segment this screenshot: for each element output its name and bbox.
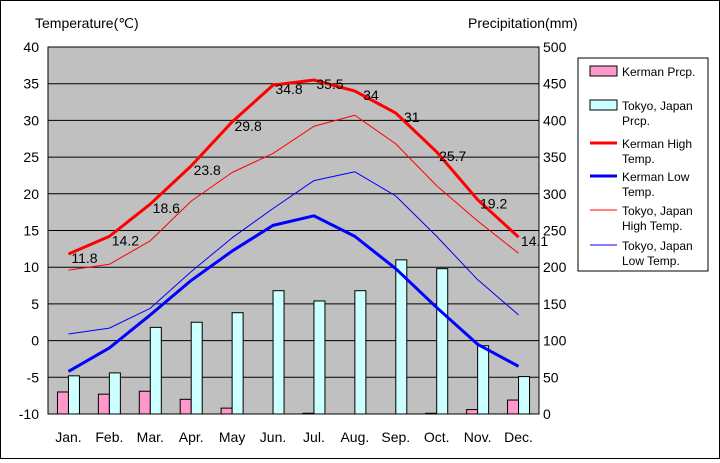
data-label: 25.7 — [439, 148, 466, 164]
bar-kerman-prcp — [507, 399, 520, 415]
left-tick-label: -5 — [27, 369, 40, 385]
legend-label: Tokyo, Japan Low Temp. — [622, 239, 693, 268]
data-label: 23.8 — [194, 162, 221, 178]
legend-label: Kerman High Temp. — [622, 137, 692, 166]
legend-label: Kerman Prcp. — [622, 65, 695, 79]
legend-swatch — [589, 99, 618, 111]
right-axis-title: Precipitation(mm) — [468, 15, 578, 31]
left-axis: 40 35 30 25 20 15 10 5 0 -5 -10 — [19, 39, 39, 422]
line-tokyo-low — [68, 171, 519, 335]
right-tick-label: 250 — [543, 223, 567, 239]
legend-label: Kerman Low Temp. — [622, 170, 690, 199]
right-tick-label: 300 — [543, 186, 567, 202]
right-tick-label: 0 — [543, 406, 551, 422]
bar-kerman-prcp — [138, 390, 151, 415]
legend-swatch — [589, 65, 618, 77]
left-tick-label: 40 — [23, 39, 39, 55]
data-labels: 11.8 14.2 18.6 23.8 29.8 34.8 35.5 34 31 25.7 19.2… — [71, 76, 548, 266]
x-tick-label: May — [219, 429, 245, 445]
data-label: 35.5 — [316, 76, 343, 92]
bar-tokyo-prcp — [477, 345, 490, 415]
data-label: 29.8 — [235, 118, 262, 134]
x-tick-label: Dec. — [504, 429, 533, 445]
data-label: 11.8 — [71, 250, 97, 266]
bar-kerman-prcp — [97, 393, 110, 415]
right-tick-label: 200 — [543, 259, 567, 275]
left-tick-label: 25 — [23, 149, 39, 165]
bar-tokyo-prcp — [313, 300, 326, 415]
bar-tokyo-prcp — [395, 259, 408, 415]
x-tick-label: Jul. — [303, 429, 325, 445]
left-tick-label: -10 — [19, 406, 39, 422]
bar-kerman-prcp — [56, 391, 69, 415]
bar-tokyo-prcp — [67, 375, 80, 415]
x-tick-label: Apr. — [179, 429, 204, 445]
right-tick-label: 100 — [543, 333, 567, 349]
left-tick-label: 0 — [31, 333, 39, 349]
legend-label: Tokyo, Japan High Temp. — [622, 204, 693, 233]
left-axis-title: Temperature(℃) — [35, 15, 139, 31]
bar-tokyo-prcp — [108, 372, 121, 415]
bar-tokyo-prcp — [518, 376, 531, 415]
left-tick-label: 15 — [23, 223, 39, 239]
bar-kerman-prcp — [466, 409, 479, 415]
left-tick-label: 5 — [31, 296, 39, 312]
bar-kerman-prcp — [179, 398, 192, 415]
data-label: 31 — [404, 109, 420, 125]
x-tick-label: Jan. — [55, 429, 81, 445]
left-tick-label: 20 — [23, 186, 39, 202]
right-tick-label: 350 — [543, 149, 567, 165]
data-label: 14.2 — [112, 232, 139, 248]
x-tick-label: Sep. — [381, 429, 410, 445]
right-tick-label: 500 — [543, 39, 567, 55]
x-tick-label: Oct. — [424, 429, 450, 445]
bar-tokyo-prcp — [354, 290, 367, 415]
gridlines — [48, 83, 539, 378]
x-axis: Jan. Feb. Mar. Apr. May Jun. Jul. Aug. Sep. Oct. N… — [55, 429, 533, 445]
bars — [56, 259, 531, 415]
bar-tokyo-prcp — [190, 321, 203, 415]
right-tick-label: 150 — [543, 296, 567, 312]
bar-tokyo-prcp — [149, 326, 162, 415]
x-tick-label: Aug. — [340, 429, 369, 445]
data-label: 34 — [363, 87, 379, 103]
line-tokyo-high — [68, 114, 519, 271]
bar-tokyo-prcp — [231, 312, 244, 415]
bar-kerman-prcp — [220, 407, 233, 415]
bar-kerman-prcp — [425, 412, 438, 415]
x-tick-label: Feb. — [95, 429, 123, 445]
series-lines — [67, 78, 520, 373]
bar-tokyo-prcp — [436, 268, 449, 415]
data-label: 19.2 — [480, 196, 507, 212]
right-tick-label: 50 — [543, 369, 559, 385]
x-tick-label: Mar. — [137, 429, 164, 445]
left-tick-label: 30 — [23, 112, 39, 128]
bar-tokyo-prcp — [272, 290, 285, 415]
left-tick-label: 35 — [23, 76, 39, 92]
data-label: 34.8 — [275, 81, 302, 97]
x-tick-label: Nov. — [464, 429, 492, 445]
right-tick-label: 400 — [543, 112, 567, 128]
line-kerman-low — [67, 214, 520, 373]
x-tick-label: Jun. — [260, 429, 286, 445]
data-label: 14.1 — [521, 233, 548, 249]
legend-box — [577, 57, 709, 272]
left-tick-label: 10 — [23, 259, 39, 275]
bar-kerman-prcp — [302, 412, 315, 415]
data-label: 18.6 — [153, 200, 180, 216]
legend: Kerman Prcp. Tokyo, Japan Prcp. Kerman High… — [577, 57, 709, 272]
line-kerman-high — [67, 78, 520, 256]
legend-label: Tokyo, Japan Prcp. — [622, 99, 693, 128]
right-tick-label: 450 — [543, 76, 567, 92]
